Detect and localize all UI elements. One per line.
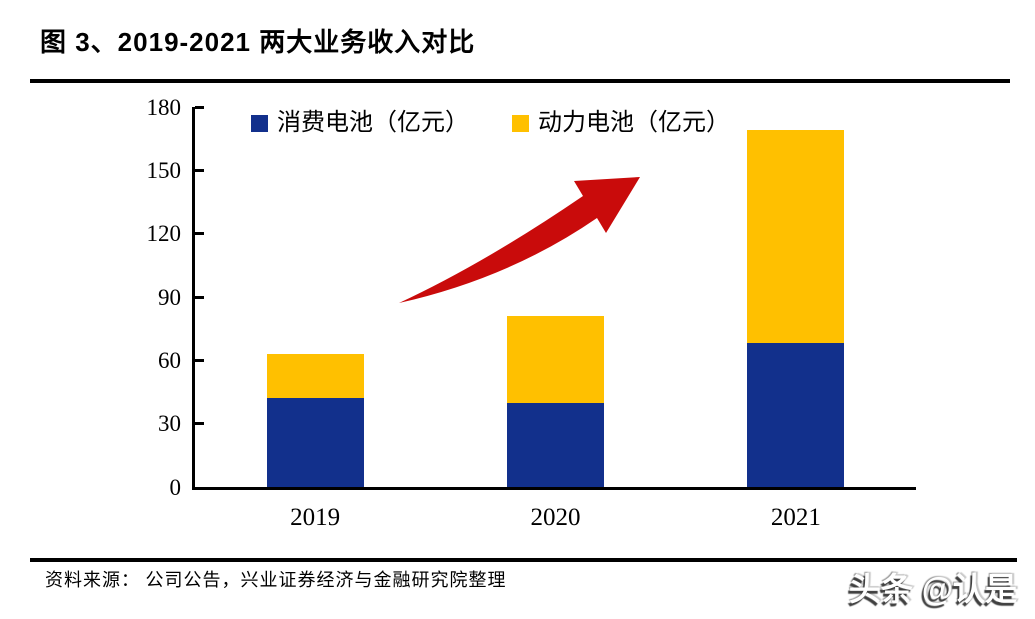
y-axis-tick: [195, 358, 204, 362]
y-axis-label: 150: [146, 157, 182, 183]
bar-segment: [747, 343, 845, 487]
bar-segment: [507, 316, 604, 403]
figure-title: 图 3、2019-2021 两大业务收入对比: [40, 27, 476, 57]
y-axis-tick: [195, 295, 204, 299]
legend-swatch-icon: [512, 114, 529, 132]
y-axis-tick: [195, 232, 204, 236]
bar-segment: [266, 398, 364, 487]
watermark: 头条 @认是: [848, 571, 1017, 607]
y-axis-label: 120: [146, 221, 182, 247]
source-note: 资料来源： 公司公告，兴业证券经济与金融研究院整理: [45, 570, 507, 590]
x-axis-label: 2021: [770, 504, 821, 531]
bar-segment: [507, 402, 604, 487]
title-divider: [30, 79, 1010, 83]
footer-divider: [30, 558, 1017, 562]
legend-label: 消费电池（亿元）: [277, 110, 469, 136]
y-axis-tick: [195, 105, 204, 109]
x-axis-label: 2020: [530, 504, 581, 531]
x-axis-label: 2019: [290, 504, 341, 531]
legend-item: 消费电池（亿元）: [251, 110, 469, 136]
y-axis-label: 90: [158, 284, 181, 310]
y-axis-label: 30: [158, 411, 181, 437]
arrow-shape: [399, 177, 640, 303]
y-axis-label: 60: [158, 347, 181, 373]
legend-item: 动力电池（亿元）: [512, 110, 730, 136]
legend-label: 动力电池（亿元）: [538, 110, 730, 136]
chart-legend: 消费电池（亿元） 动力电池（亿元）: [0, 110, 1035, 136]
y-axis-tick: [195, 168, 204, 172]
y-axis-label: 180: [146, 94, 182, 120]
legend-swatch-icon: [251, 114, 268, 132]
bar-segment: [266, 354, 364, 399]
upward-trend-arrow: [399, 177, 640, 303]
bar-segment: [747, 130, 845, 344]
y-axis-tick: [195, 422, 204, 426]
chart-plot-area: 0 30 60 90 120 150 180 2019 2020 2021: [147, 96, 916, 531]
y-axis-label: 0: [169, 474, 182, 500]
